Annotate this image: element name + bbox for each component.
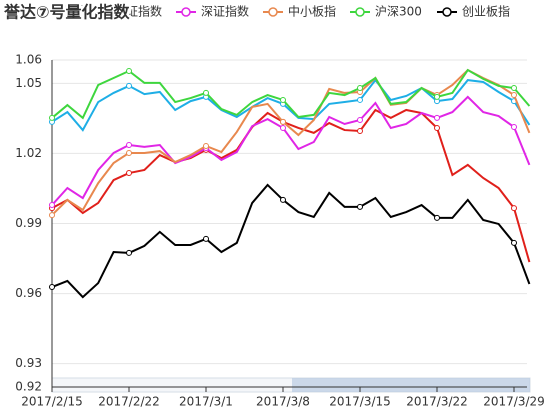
- legend-label: 中小板指: [288, 4, 336, 19]
- y-tick-label: 0.92: [15, 380, 42, 394]
- point: [203, 142, 209, 149]
- point: [357, 203, 363, 210]
- point: [126, 142, 132, 149]
- point: [49, 284, 55, 291]
- x-tick-label: 2017/3/15: [329, 395, 391, 409]
- series-line: [51, 183, 531, 299]
- legend-swatch-dot: [268, 7, 278, 17]
- point: [280, 96, 286, 103]
- chart-title: 誉达⑦号量化指数: [3, 3, 131, 22]
- point: [357, 128, 363, 135]
- point: [203, 89, 209, 96]
- y-tick-label: 1.06: [15, 53, 42, 67]
- point: [434, 114, 440, 121]
- point: [357, 96, 363, 103]
- point: [434, 93, 440, 100]
- x-tick-label: 2017/3/29: [483, 395, 545, 409]
- legend-swatch-dot: [442, 7, 452, 17]
- point: [126, 82, 132, 89]
- y-tick-label: 0.96: [15, 286, 42, 300]
- zoom-window[interactable]: [292, 378, 530, 392]
- point: [511, 205, 517, 212]
- legend-label: 深证指数: [201, 4, 249, 19]
- point: [511, 85, 517, 92]
- legend-swatch-dot: [7, 7, 17, 17]
- point: [511, 92, 517, 99]
- x-tick-label: 2017/3/22: [406, 395, 468, 409]
- point: [434, 124, 440, 131]
- point: [280, 196, 286, 203]
- point: [280, 118, 286, 125]
- x-tick-label: 2017/2/22: [98, 395, 160, 409]
- legend-swatch-dot: [94, 7, 104, 17]
- y-tick-label: 1.05: [15, 76, 42, 90]
- point: [49, 202, 55, 209]
- legend-label: 创业板指: [462, 4, 510, 19]
- point: [280, 124, 286, 131]
- point: [357, 117, 363, 124]
- point: [511, 124, 517, 131]
- legend-label: 沪深300: [375, 5, 422, 19]
- legend-swatch-dot: [181, 7, 191, 17]
- x-tick-label: 2017/3/8: [256, 395, 310, 409]
- y-tick-label: 1.02: [15, 146, 42, 160]
- point: [49, 212, 55, 219]
- series-line: [51, 68, 531, 120]
- legend-swatch-dot: [355, 7, 365, 17]
- series-line: [51, 95, 531, 206]
- point: [126, 149, 132, 156]
- point: [126, 67, 132, 74]
- y-tick-label: 0.93: [15, 356, 42, 370]
- point: [434, 214, 440, 221]
- series-line: [51, 78, 531, 132]
- point: [203, 235, 209, 242]
- point: [357, 85, 363, 92]
- plot: 0.92 0.93 0.96 0.99 1.02 1.05 1.06 2017/2/15 201…: [15, 53, 544, 409]
- point: [126, 249, 132, 256]
- x-tick-label: 2017/2/15: [21, 395, 83, 409]
- x-tick-label: 2017/3/1: [179, 395, 233, 409]
- y-tick-label: 0.99: [15, 216, 42, 230]
- point: [49, 114, 55, 121]
- series-line: [51, 108, 531, 263]
- legend-label: 上证指数: [114, 4, 162, 19]
- point: [511, 239, 517, 246]
- point: [126, 170, 132, 177]
